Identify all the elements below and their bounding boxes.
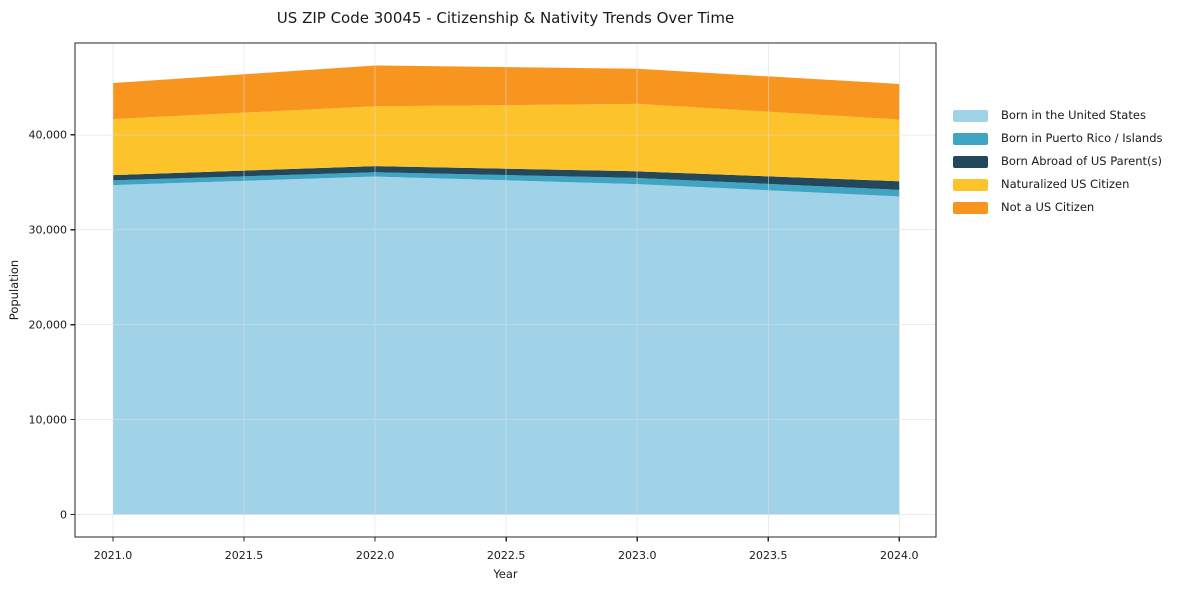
legend-item-1: Born in Puerto Rico / Islands — [953, 127, 1163, 150]
area-series-2 — [113, 166, 900, 190]
y-tick-label: 0 — [60, 508, 67, 522]
chart-title: US ZIP Code 30045 - Citizenship & Nativi… — [276, 9, 735, 27]
legend-label: Naturalized US Citizen — [1001, 176, 1130, 191]
x-tick-label: 2023.5 — [749, 549, 788, 562]
x-tick-label: 2021.0 — [93, 549, 133, 562]
legend-item-0: Born in the United States — [953, 104, 1163, 127]
legend-label: Born in Puerto Rico / Islands — [1001, 130, 1163, 145]
y-axis-label: Population — [7, 259, 21, 321]
legend-item-2: Born Abroad of US Parent(s) — [953, 150, 1163, 173]
legend-swatch-icon — [953, 201, 988, 214]
legend-swatch-icon — [953, 178, 988, 191]
x-axis-label: Year — [493, 567, 518, 581]
legend-swatch-icon — [953, 109, 988, 122]
y-tick-label: 30,000 — [28, 223, 68, 237]
legend-label: Not a US Citizen — [1001, 199, 1095, 214]
legend-label: Born Abroad of US Parent(s) — [1001, 153, 1162, 168]
plot-border — [74, 42, 937, 538]
y-tick-label: 10,000 — [28, 413, 68, 427]
x-tick-label: 2022.0 — [355, 549, 395, 562]
x-tick-label: 2021.5 — [224, 549, 264, 562]
y-tick-label: 20,000 — [28, 318, 68, 332]
legend-swatch-icon — [953, 155, 988, 168]
legend-item-3: Naturalized US Citizen — [953, 173, 1163, 196]
legend-label: Born in the United States — [1001, 107, 1146, 122]
x-tick-label: 2022.5 — [486, 549, 526, 562]
area-series-1 — [113, 172, 900, 197]
legend-item-4: Not a US Citizen — [953, 196, 1163, 219]
legend-swatch-icon — [953, 132, 988, 145]
y-tick-label: 40,000 — [28, 128, 68, 142]
x-tick-label: 2023.0 — [617, 549, 657, 562]
legend: Born in the United States Born in Puerto … — [953, 104, 1163, 219]
x-tick-label: 2024.0 — [880, 549, 919, 562]
